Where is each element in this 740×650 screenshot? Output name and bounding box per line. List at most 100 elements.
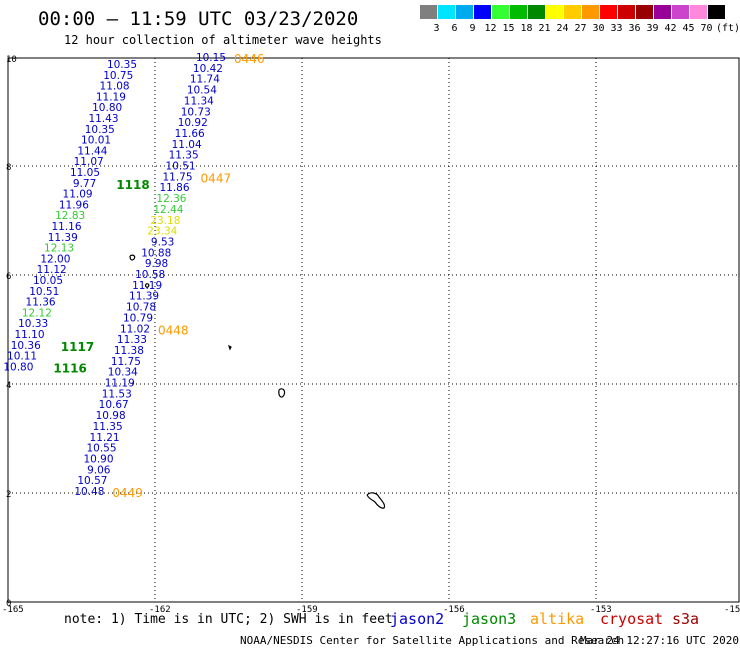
- map-subtitle: 12 hour collection of altimeter wave hei…: [64, 33, 382, 47]
- wave-height-label: 10.57: [77, 475, 107, 487]
- wave-height-label: 11.35: [93, 421, 123, 433]
- wave-height-label: 11.44: [77, 145, 107, 157]
- time-labels: 0446 1118 0447 1117 1116 0448 0449: [53, 52, 264, 500]
- footer-timestamp: Mar 24 12:27:16 UTC 2020: [580, 634, 739, 647]
- grid-lines: [7, 57, 740, 603]
- wave-height-label: 10.11: [7, 351, 37, 363]
- track-b-values: 10.1510.4211.7410.5411.3410.7310.9211.66…: [74, 52, 226, 498]
- wave-height-label: 11.19: [96, 91, 126, 103]
- wave-height-label: 10.55: [86, 443, 116, 455]
- wave-height-label: 11.33: [117, 334, 147, 346]
- legend-label: 9: [469, 23, 476, 34]
- wave-height-label: 10.80: [3, 361, 33, 373]
- wave-height-label: 11.74: [190, 74, 220, 86]
- wave-height-label: 11.35: [169, 150, 199, 162]
- wave-height-label: 10.42: [193, 63, 223, 75]
- x-axis-label: -153: [590, 605, 612, 615]
- y-axis-label: 8: [6, 163, 11, 173]
- y-axis-label: 0: [6, 599, 11, 609]
- wave-height-label: 10.51: [166, 161, 196, 173]
- wave-height-label: 10.35: [85, 124, 115, 136]
- legend-swatch: [690, 5, 707, 19]
- satellite-label: jason2: [390, 610, 445, 628]
- wave-height-label: 10.79: [123, 312, 153, 324]
- wave-height-label: 10.92: [178, 117, 208, 129]
- y-axis-label: 6: [6, 272, 11, 282]
- footnote: note: 1) Time is in UTC; 2) SWH is in fe…: [64, 612, 393, 627]
- island-shape: [366, 492, 386, 509]
- time-label: 0449: [112, 486, 143, 500]
- time-label: 1118: [116, 178, 149, 192]
- satellite-label: s3a: [672, 610, 700, 628]
- track-a-values: 10.3510.7511.0811.1910.8011.4310.3510.01…: [3, 59, 137, 373]
- wave-height-label: 11.43: [88, 113, 118, 125]
- wave-height-label: 10.36: [11, 340, 41, 352]
- wave-height-label: 10.73: [181, 106, 211, 118]
- footer-credit: NOAA/NESDIS Center for Satellite Applica…: [240, 634, 625, 647]
- legend-swatch: [708, 5, 725, 19]
- wave-height-label: 11.10: [14, 329, 44, 341]
- legend-label: 36: [628, 23, 641, 34]
- legend-label: 27: [574, 23, 587, 34]
- y-axis-label: 10: [6, 55, 17, 65]
- wave-height-label: 10.88: [141, 247, 171, 259]
- map-title: 00:00 – 11:59 UTC 03/23/2020: [38, 8, 359, 30]
- wave-height-label: 11.39: [129, 291, 159, 303]
- time-label: 1117: [61, 340, 94, 354]
- wave-height-label: 10.78: [126, 302, 156, 314]
- wave-height-label: 10.01: [81, 135, 111, 147]
- y-axis-label: 4: [6, 381, 11, 391]
- legend-swatch: [528, 5, 545, 19]
- time-label: 0447: [201, 171, 232, 185]
- wave-height-label: 12.36: [156, 193, 186, 205]
- axis-labels: 0 2 4 6 8 10 -165 -162 -159 -156 -153 -150: [2, 55, 740, 615]
- x-axis-label: -159: [296, 605, 318, 615]
- wave-height-label: 10.58: [135, 269, 165, 281]
- wave-height-label: 10.98: [96, 410, 126, 422]
- x-axis-label: -162: [149, 605, 171, 615]
- legend-swatch: [474, 5, 491, 19]
- wave-height-label: 11.75: [111, 356, 141, 368]
- wave-height-label: 10.34: [108, 367, 138, 379]
- wave-height-label: 11.19: [132, 280, 162, 292]
- wave-height-label: 11.21: [90, 432, 120, 444]
- legend-swatch: [492, 5, 509, 19]
- wave-height-label: 10.75: [103, 70, 133, 82]
- legend-swatch: [564, 5, 581, 19]
- satellite-label: jason3: [462, 610, 517, 628]
- island-shape: [278, 388, 286, 398]
- wave-height-label: 11.34: [184, 95, 214, 107]
- legend-label: 33: [610, 23, 623, 34]
- legend-label: 70: [700, 23, 713, 34]
- wave-height-label: 11.38: [114, 345, 144, 357]
- wave-height-label: 9.77: [73, 178, 96, 190]
- wave-height-label: 11.09: [63, 189, 93, 201]
- wave-height-label: 12.12: [22, 307, 52, 319]
- wave-height-label: 10.67: [99, 399, 129, 411]
- island-shape: [227, 344, 232, 351]
- legend-swatch: [582, 5, 599, 19]
- legend-swatch: [456, 5, 473, 19]
- wave-height-label: 12.44: [153, 204, 183, 216]
- wave-height-label: 11.53: [102, 388, 132, 400]
- legend-swatch: [636, 5, 653, 19]
- legend-swatch: [420, 5, 437, 19]
- legend-swatch: [510, 5, 527, 19]
- wave-height-label: 11.75: [162, 171, 192, 183]
- wave-height-label: 11.16: [51, 221, 81, 233]
- wave-height-label: 11.05: [70, 167, 100, 179]
- legend-swatch: [546, 5, 563, 19]
- legend-swatch: [618, 5, 635, 19]
- wave-height-label: 10.15: [196, 52, 226, 64]
- satellite-label: altika: [530, 610, 585, 628]
- wave-height-label: 10.90: [83, 453, 113, 465]
- wave-height-label: 11.08: [100, 81, 130, 93]
- wave-height-label: 11.19: [105, 378, 135, 390]
- legend-label: 45: [682, 23, 695, 34]
- legend-label: 18: [520, 23, 533, 34]
- legend-label: 3: [433, 23, 440, 34]
- wave-height-label: 11.66: [175, 128, 205, 140]
- wave-height-label: 23.34: [147, 226, 177, 238]
- island-shape: [129, 254, 136, 261]
